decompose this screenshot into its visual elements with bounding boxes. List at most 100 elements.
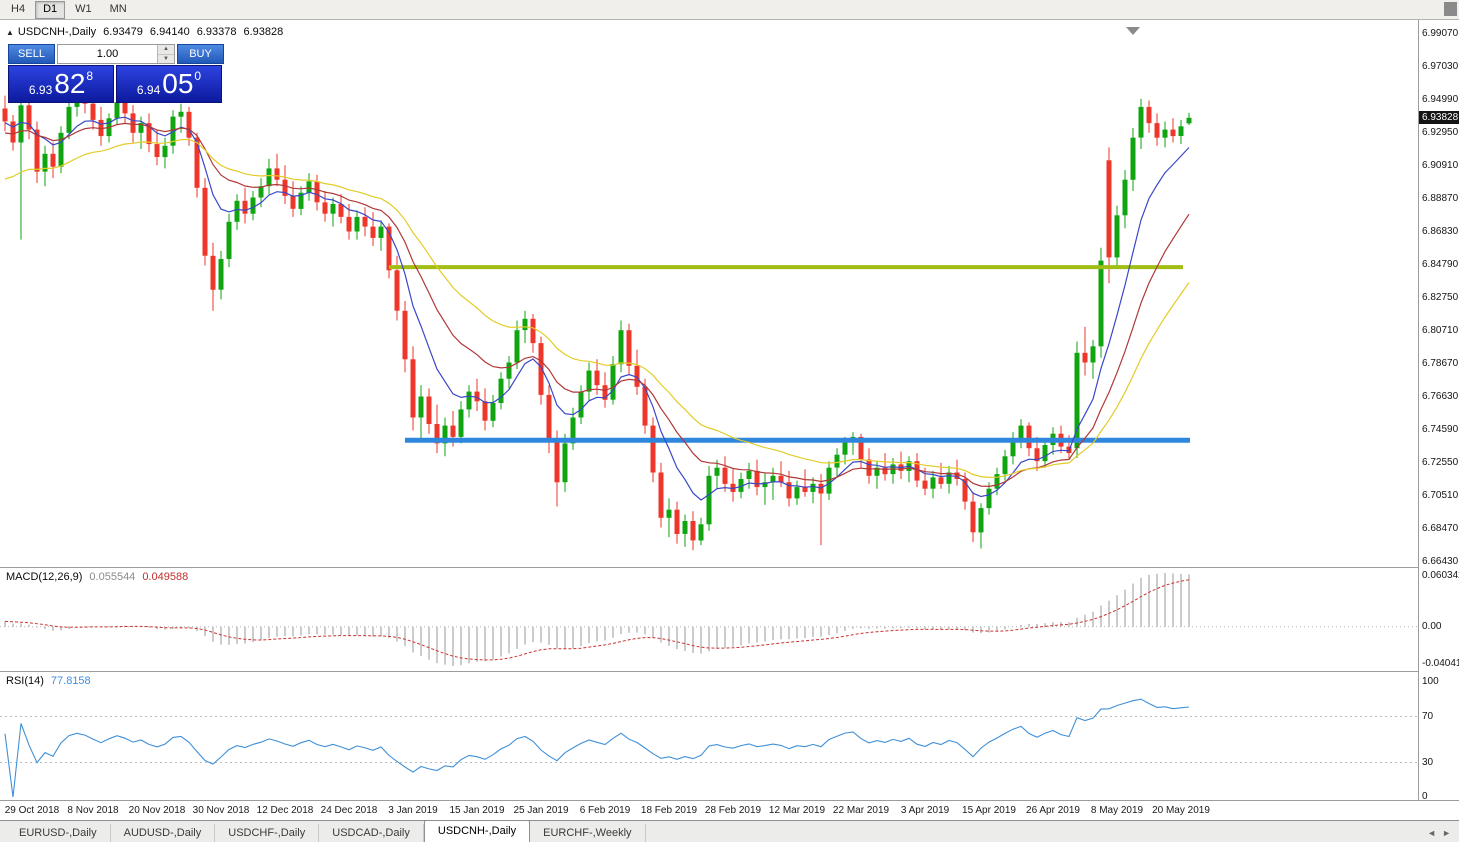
- time-axis-label: 8 Nov 2018: [67, 805, 119, 816]
- time-axis-label: 12 Dec 2018: [256, 805, 314, 816]
- rsi-indicator-panel: RSI(14) 77.8158: [0, 672, 1418, 800]
- buy-price-prefix: 6.94: [136, 83, 161, 97]
- time-axis-label: 3 Apr 2019: [900, 805, 950, 816]
- timeframe-button-mn[interactable]: MN: [109, 2, 127, 15]
- symbol-info-line: ▲ USDCNH-,Daily 6.93479 6.94140 6.93378 6.938…: [6, 26, 283, 38]
- chart-tab-usdchf-daily[interactable]: USDCHF-,Daily: [215, 824, 320, 842]
- time-axis-label: 8 May 2019: [1090, 805, 1144, 816]
- buy-price-panel[interactable]: 6.94 05 0: [116, 65, 222, 103]
- tab-scroll-right-icon[interactable]: ►: [1442, 828, 1451, 838]
- time-axis-label: 25 Jan 2019: [513, 805, 569, 816]
- price-axis-label: 6.90910: [1422, 160, 1459, 171]
- sell-price-panel[interactable]: 6.93 82 8: [8, 65, 114, 103]
- macd-histogram: [4, 573, 1190, 666]
- price-axis-label: 6.78670: [1422, 358, 1459, 369]
- chart-tab-audusd-daily[interactable]: AUDUSD-,Daily: [111, 824, 216, 842]
- price-axis-label: 6.92950: [1422, 127, 1459, 138]
- price-axis-label: 6.74590: [1422, 424, 1459, 435]
- candles: [2, 90, 1192, 551]
- toolbar-corner-button[interactable]: [1444, 2, 1457, 16]
- price-axis-label: 6.99070: [1422, 28, 1459, 39]
- time-axis-label: 20 May 2019: [1152, 805, 1210, 816]
- tab-navigation: ◄ ►: [1427, 828, 1459, 842]
- sell-button[interactable]: SELL: [8, 44, 55, 64]
- chart-tabs: EURUSD-,Daily AUDUSD-,Daily USDCHF-,Daily U…: [6, 820, 646, 842]
- rsi-axis-label: 70: [1422, 710, 1434, 722]
- time-axis-label: 3 Jan 2019: [388, 805, 438, 816]
- macd-canvas[interactable]: [0, 568, 1418, 671]
- rsi-axis-label: 100: [1422, 676, 1439, 687]
- current-price-badge: 6.93828: [1419, 111, 1459, 124]
- timeframe-button-h4[interactable]: H4: [11, 2, 26, 15]
- rsi-label: RSI(14) 77.8158: [6, 675, 91, 687]
- volume-spin-down-icon[interactable]: ▼: [158, 54, 174, 63]
- volume-spin-up-icon[interactable]: ▲: [158, 45, 174, 55]
- buy-price-big: 05: [162, 68, 194, 99]
- price-axis-label: 6.66430: [1422, 556, 1459, 567]
- sell-price-pip: 8: [86, 69, 94, 83]
- volume-input[interactable]: [58, 45, 157, 63]
- macd-name: MACD(12,26,9): [6, 571, 83, 583]
- chart-tab-usdcnh-daily[interactable]: USDCNH-,Daily: [423, 820, 531, 842]
- price-axis-label: 6.82750: [1422, 292, 1459, 303]
- time-axis-label: 6 Feb 2019: [579, 805, 631, 816]
- tab-scroll-left-icon[interactable]: ◄: [1427, 828, 1437, 838]
- panel-separator[interactable]: [0, 800, 1459, 801]
- ohlc-low: 6.93378: [196, 26, 237, 38]
- rsi-name: RSI(14): [6, 675, 44, 687]
- price-axis-label: 6.68470: [1422, 523, 1459, 534]
- timeframe-toolbar: H4 D1 W1 MN: [0, 0, 1459, 20]
- macd-axis-zero: 0.00: [1422, 620, 1442, 632]
- price-axis-label: 6.94990: [1422, 94, 1459, 105]
- time-axis-label: 29 Oct 2018: [4, 805, 60, 816]
- price-axis-label: 6.80710: [1422, 325, 1459, 336]
- macd-label: MACD(12,26,9) 0.055544 0.049588: [6, 571, 188, 583]
- timeframe-button-w1[interactable]: W1: [75, 2, 92, 15]
- price-axis-label: 6.76630: [1422, 391, 1459, 402]
- time-scale[interactable]: 29 Oct 2018 8 Nov 2018 20 Nov 2018 30 Nov 2…: [0, 801, 1459, 820]
- time-axis-label: 15 Jan 2019: [449, 805, 505, 816]
- chart-tab-eurusd-daily[interactable]: EURUSD-,Daily: [6, 824, 111, 842]
- macd-indicator-panel: MACD(12,26,9) 0.055544 0.049588: [0, 568, 1418, 671]
- ma-fast-blue: [4, 116, 1190, 501]
- time-axis-label: 18 Feb 2019: [640, 805, 698, 816]
- chart-tab-usdcad-daily[interactable]: USDCAD-,Daily: [319, 824, 424, 842]
- price-axis-label: 6.86830: [1422, 226, 1459, 237]
- buy-price-pip: 0: [194, 69, 202, 83]
- macd-value-signal: 0.049588: [142, 571, 189, 583]
- volume-box: ▲ ▼: [57, 44, 175, 64]
- ma-mid-red: [4, 122, 1190, 488]
- panel-separator[interactable]: [0, 567, 1459, 568]
- macd-axis-max: 0.060342: [1422, 570, 1459, 581]
- buy-button[interactable]: BUY: [177, 44, 224, 64]
- time-axis-label: 28 Feb 2019: [704, 805, 762, 816]
- rsi-line: [4, 698, 1190, 798]
- rsi-canvas[interactable]: [0, 672, 1418, 800]
- price-axis-label: 6.70510: [1422, 490, 1459, 501]
- price-axis-label: 6.72550: [1422, 457, 1459, 468]
- ohlc-open: 6.93479: [103, 26, 143, 38]
- chart-shift-marker[interactable]: [1126, 27, 1140, 35]
- sell-price-prefix: 6.93: [28, 83, 53, 97]
- symbol-title: USDCNH-,Daily: [17, 26, 97, 38]
- time-axis-label: 15 Apr 2019: [962, 805, 1016, 816]
- rsi-axis-label: 30: [1422, 756, 1434, 768]
- chart-tab-eurchf-weekly[interactable]: EURCHF-,Weekly: [530, 824, 646, 842]
- axis-separator: [1418, 20, 1419, 800]
- chart-tab-bar: EURUSD-,Daily AUDUSD-,Daily USDCHF-,Daily U…: [0, 820, 1459, 842]
- price-chart-canvas[interactable]: [0, 20, 1418, 567]
- timeframe-button-d1[interactable]: D1: [35, 0, 66, 19]
- time-axis-label: 24 Dec 2018: [320, 805, 378, 816]
- time-axis-label: 12 Mar 2019: [768, 805, 826, 816]
- rsi-value: 77.8158: [50, 675, 91, 687]
- time-axis-label: 20 Nov 2018: [128, 805, 186, 816]
- price-scale[interactable]: 6.93828 6.99070 6.97030 6.94990 6.92950 6.90…: [1419, 20, 1459, 802]
- time-axis-label: 22 Mar 2019: [832, 805, 890, 816]
- ma-slow-yellow: [4, 138, 1190, 479]
- panel-separator[interactable]: [0, 671, 1459, 672]
- time-axis-label: 26 Apr 2019: [1026, 805, 1080, 816]
- time-axis-label: 30 Nov 2018: [192, 805, 250, 816]
- ohlc-high: 6.94140: [149, 26, 190, 38]
- price-axis-label: 6.97030: [1422, 61, 1459, 72]
